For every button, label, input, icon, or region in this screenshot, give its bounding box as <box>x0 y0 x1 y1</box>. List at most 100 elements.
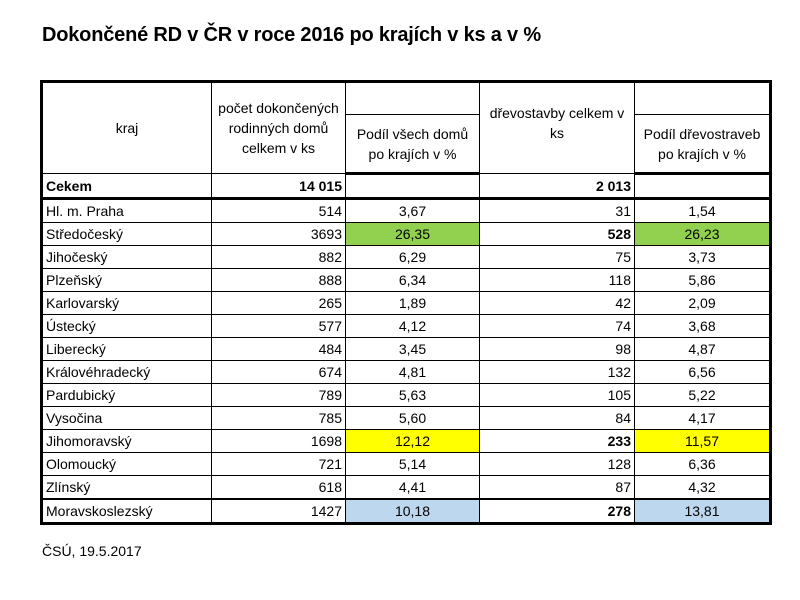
share-all-cell: 4,12 <box>345 314 480 338</box>
count-all-cell: 785 <box>211 406 346 430</box>
header-kraj: kraj <box>41 81 212 174</box>
share-wood-cell: 13,81 <box>634 498 771 524</box>
count-wood-cell: 74 <box>479 314 635 338</box>
table-row: Plzeňský 888 6,34 118 5,86 <box>41 268 771 292</box>
total-count-all: 14 015 <box>211 173 346 200</box>
kraj-cell: Moravskoslezský <box>41 498 212 524</box>
table-row: Pardubický 789 5,63 105 5,22 <box>41 383 771 407</box>
kraj-cell: Královéhradecký <box>41 360 212 384</box>
count-all-cell: 484 <box>211 337 346 361</box>
kraj-cell: Ústecký <box>41 314 212 338</box>
kraj-cell: Středočeský <box>41 222 212 246</box>
share-wood-cell: 2,09 <box>634 291 771 315</box>
table-row: Olomoucký 721 5,14 128 6,36 <box>41 452 771 476</box>
share-all-cell: 6,29 <box>345 245 480 269</box>
count-wood-cell: 31 <box>479 198 635 223</box>
kraj-cell: Karlovarský <box>41 291 212 315</box>
kraj-cell: Olomoucký <box>41 452 212 476</box>
page-title: Dokončené RD v ČR v roce 2016 po krajích… <box>42 24 541 46</box>
count-wood-cell: 42 <box>479 291 635 315</box>
share-all-cell: 10,18 <box>345 498 480 524</box>
count-wood-cell: 128 <box>479 452 635 476</box>
kraj-cell: Hl. m. Praha <box>41 198 212 223</box>
count-wood-cell: 528 <box>479 222 635 246</box>
count-wood-cell: 98 <box>479 337 635 361</box>
share-wood-cell: 4,32 <box>634 475 771 500</box>
total-label: Cekem <box>41 173 212 200</box>
count-all-cell: 618 <box>211 475 346 500</box>
table-row: Karlovarský 265 1,89 42 2,09 <box>41 291 771 315</box>
count-wood-cell: 105 <box>479 383 635 407</box>
count-wood-cell: 87 <box>479 475 635 500</box>
count-wood-cell: 84 <box>479 406 635 430</box>
kraj-cell: Liberecký <box>41 337 212 361</box>
count-all-cell: 674 <box>211 360 346 384</box>
share-wood-cell: 5,86 <box>634 268 771 292</box>
count-all-cell: 888 <box>211 268 346 292</box>
count-all-cell: 265 <box>211 291 346 315</box>
share-wood-cell: 26,23 <box>634 222 771 246</box>
share-all-cell: 26,35 <box>345 222 480 246</box>
count-all-cell: 1698 <box>211 429 346 453</box>
count-wood-cell: 75 <box>479 245 635 269</box>
header-empty <box>345 80 480 116</box>
share-wood-cell: 4,87 <box>634 337 771 361</box>
share-wood-cell: 3,68 <box>634 314 771 338</box>
header-count-all: počet dokončených rodinných domů celkem … <box>211 81 346 174</box>
header-empty <box>634 80 771 116</box>
table-row: Liberecký 484 3,45 98 4,87 <box>41 337 771 361</box>
count-all-cell: 789 <box>211 383 346 407</box>
share-all-cell: 12,12 <box>345 429 480 453</box>
kraj-cell: Plzeňský <box>41 268 212 292</box>
count-all-cell: 577 <box>211 314 346 338</box>
share-all-cell: 3,45 <box>345 337 480 361</box>
count-wood-cell: 118 <box>479 268 635 292</box>
count-all-cell: 721 <box>211 452 346 476</box>
share-wood-cell: 11,57 <box>634 429 771 453</box>
share-wood-cell: 1,54 <box>634 198 771 223</box>
share-wood-cell: 6,56 <box>634 360 771 384</box>
kraj-cell: Jihočeský <box>41 245 212 269</box>
kraj-cell: Jihomoravský <box>41 429 212 453</box>
share-all-cell: 3,67 <box>345 198 480 223</box>
share-all-cell: 5,63 <box>345 383 480 407</box>
source-footer: ČSÚ, 19.5.2017 <box>42 543 142 559</box>
header-count-wood: dřevostavby celkem v ks <box>479 81 635 174</box>
table-row: Středočeský 3693 26,35 528 26,23 <box>41 222 771 246</box>
count-all-cell: 882 <box>211 245 346 269</box>
table-row: Jihočeský 882 6,29 75 3,73 <box>41 245 771 269</box>
kraj-cell: Zlínský <box>41 475 212 500</box>
share-all-cell: 4,81 <box>345 360 480 384</box>
count-all-cell: 1427 <box>211 498 346 524</box>
table-row: Ústecký 577 4,12 74 3,68 <box>41 314 771 338</box>
share-all-cell: 4,41 <box>345 475 480 500</box>
count-wood-cell: 278 <box>479 498 635 524</box>
count-wood-cell: 132 <box>479 360 635 384</box>
total-count-wood: 2 013 <box>479 173 635 200</box>
share-wood-cell: 4,17 <box>634 406 771 430</box>
kraj-cell: Vysočina <box>41 406 212 430</box>
share-all-cell: 6,34 <box>345 268 480 292</box>
count-all-cell: 514 <box>211 198 346 223</box>
table-row: Královéhradecký 674 4,81 132 6,56 <box>41 360 771 384</box>
table-row: Moravskoslezský 1427 10,18 278 13,81 <box>41 498 771 524</box>
total-row: Cekem 14 015 2 013 <box>41 173 771 200</box>
total-share-wood <box>634 173 771 200</box>
table-row: Zlínský 618 4,41 87 4,32 <box>41 475 771 500</box>
count-all-cell: 3693 <box>211 222 346 246</box>
share-wood-cell: 5,22 <box>634 383 771 407</box>
kraj-cell: Pardubický <box>41 383 212 407</box>
share-all-cell: 5,60 <box>345 406 480 430</box>
table-row: Hl. m. Praha 514 3,67 31 1,54 <box>41 198 771 223</box>
data-table: kraj počet dokončených rodinných domů ce… <box>40 80 772 525</box>
table-row: Jihomoravský 1698 12,12 233 11,57 <box>41 429 771 453</box>
share-all-cell: 1,89 <box>345 291 480 315</box>
table-row: Vysočina 785 5,60 84 4,17 <box>41 406 771 430</box>
header-share-wood: Podíl dřevostraveb po krajích v % <box>634 114 771 175</box>
count-wood-cell: 233 <box>479 429 635 453</box>
total-share-all <box>345 173 480 200</box>
share-wood-cell: 3,73 <box>634 245 771 269</box>
share-wood-cell: 6,36 <box>634 452 771 476</box>
header-share-all: Podíl všech domů po krajích v % <box>345 114 480 175</box>
share-all-cell: 5,14 <box>345 452 480 476</box>
